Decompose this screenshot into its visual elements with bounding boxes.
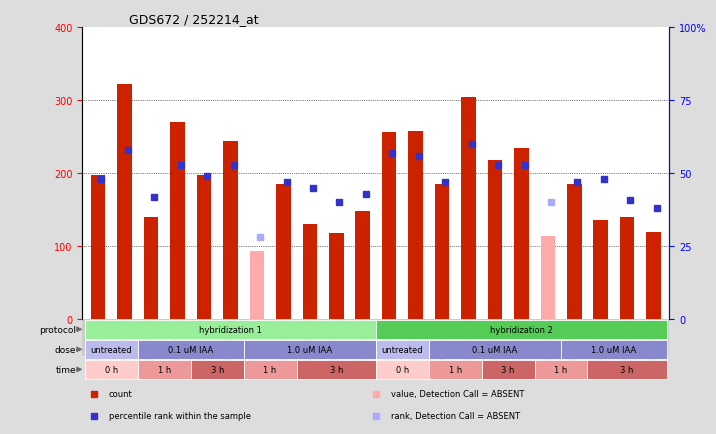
Bar — [243, 340, 376, 359]
Text: protocol: protocol — [39, 325, 77, 334]
Text: GDS672 / 252214_at: GDS672 / 252214_at — [130, 13, 259, 26]
Bar — [429, 340, 561, 359]
Bar — [197, 176, 211, 319]
Bar — [138, 360, 190, 379]
Bar — [376, 360, 429, 379]
Text: 1.0 uM IAA: 1.0 uM IAA — [591, 345, 637, 354]
Bar — [355, 212, 370, 319]
Bar — [91, 176, 105, 319]
Bar — [514, 149, 528, 319]
Text: dose: dose — [55, 345, 77, 354]
Bar — [376, 320, 667, 339]
Text: 0.1 uM IAA: 0.1 uM IAA — [473, 345, 518, 354]
Bar — [117, 85, 132, 319]
Bar — [144, 217, 158, 319]
Bar — [250, 251, 264, 319]
Bar — [647, 233, 661, 319]
Text: hybridization 2: hybridization 2 — [490, 325, 553, 334]
Bar — [223, 142, 238, 319]
Bar — [561, 340, 667, 359]
Bar — [302, 225, 317, 319]
Text: hybridization 1: hybridization 1 — [199, 325, 262, 334]
Bar — [376, 340, 429, 359]
Text: 1 h: 1 h — [158, 365, 171, 374]
Text: percentile rank within the sample: percentile rank within the sample — [109, 411, 251, 420]
Bar — [535, 360, 587, 379]
Text: untreated: untreated — [91, 345, 132, 354]
Text: time: time — [56, 365, 77, 374]
Bar — [587, 360, 667, 379]
Bar — [190, 360, 243, 379]
Bar — [488, 161, 502, 319]
Bar — [296, 360, 376, 379]
Bar — [435, 185, 450, 319]
Text: untreated: untreated — [382, 345, 423, 354]
Bar — [85, 340, 138, 359]
Text: 1 h: 1 h — [263, 365, 277, 374]
Text: 3 h: 3 h — [501, 365, 515, 374]
Bar — [567, 185, 581, 319]
Bar — [594, 220, 608, 319]
Text: 0.1 uM IAA: 0.1 uM IAA — [168, 345, 213, 354]
Text: 3 h: 3 h — [621, 365, 634, 374]
Bar — [329, 233, 344, 319]
Bar — [408, 132, 423, 319]
Text: count: count — [109, 389, 132, 398]
Bar — [138, 340, 243, 359]
Text: 3 h: 3 h — [211, 365, 224, 374]
Bar — [85, 320, 376, 339]
Text: 1 h: 1 h — [449, 365, 462, 374]
Bar — [85, 360, 138, 379]
Bar — [482, 360, 535, 379]
Bar — [243, 360, 296, 379]
Bar — [170, 123, 185, 319]
Text: value, Detection Call = ABSENT: value, Detection Call = ABSENT — [391, 389, 524, 398]
Bar — [541, 237, 555, 319]
Text: 0 h: 0 h — [105, 365, 118, 374]
Bar — [461, 97, 475, 319]
Text: 1.0 uM IAA: 1.0 uM IAA — [287, 345, 332, 354]
Text: 3 h: 3 h — [329, 365, 343, 374]
Text: 1 h: 1 h — [554, 365, 568, 374]
Bar — [429, 360, 482, 379]
Text: 0 h: 0 h — [396, 365, 409, 374]
Bar — [276, 185, 291, 319]
Bar — [382, 133, 397, 319]
Bar — [620, 217, 634, 319]
Text: rank, Detection Call = ABSENT: rank, Detection Call = ABSENT — [391, 411, 520, 420]
